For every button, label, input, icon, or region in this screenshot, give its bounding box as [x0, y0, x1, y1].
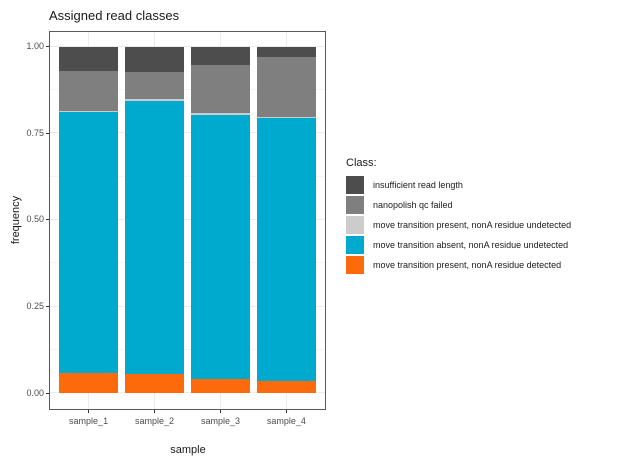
bar-segment	[125, 99, 185, 101]
y-tick-label: 1.00	[26, 41, 44, 52]
y-gridline-minor	[49, 348, 326, 350]
legend-label: insufficient read length	[373, 180, 463, 190]
bar-segment	[190, 378, 250, 394]
bar-sample_1	[59, 46, 119, 394]
x-tick-mark	[219, 410, 221, 413]
x-axis-title: sample	[170, 444, 206, 456]
bar-segment	[190, 113, 250, 115]
y-tick-mark	[46, 46, 49, 48]
y-tick-mark	[46, 392, 49, 394]
x-tick-label: sample_4	[266, 416, 306, 426]
bar-segment	[190, 114, 250, 379]
y-gridline-major	[49, 392, 326, 394]
bar-segment	[256, 381, 316, 394]
bar-segment	[125, 100, 185, 374]
bar-sample_4	[256, 46, 316, 394]
bar-segment	[125, 373, 185, 394]
legend: Class: insufficient read length nanopolis…	[346, 157, 571, 276]
bar-sample_2	[125, 46, 185, 394]
y-tick-mark	[46, 219, 49, 221]
y-tick-mark	[46, 306, 49, 308]
bar-segment	[59, 112, 119, 374]
bar-segment	[59, 111, 119, 113]
legend-item: move transition absent, nonA residue und…	[346, 236, 571, 254]
bar-segment	[125, 71, 185, 100]
legend-label: move transition present, nonA residue de…	[373, 260, 562, 270]
y-tick-label: 0.50	[26, 214, 44, 225]
y-tick-label: 0.00	[26, 387, 44, 398]
legend-label: move transition absent, nonA residue und…	[373, 240, 569, 250]
legend-swatch	[346, 236, 364, 254]
y-tick-label: 0.25	[26, 301, 44, 312]
y-gridline-major	[49, 45, 326, 47]
legend-swatch	[346, 216, 364, 234]
legend-swatch	[346, 176, 364, 194]
legend-title: Class:	[346, 157, 377, 169]
legend-label: move transition present, nonA residue un…	[373, 220, 572, 230]
x-tick-label: sample_3	[200, 416, 240, 426]
x-tick-mark	[88, 410, 90, 413]
plot-title: Assigned read classes	[49, 8, 180, 23]
x-tick-mark	[154, 410, 156, 413]
bar-segment	[190, 46, 250, 65]
y-tick-label: 0.75	[26, 127, 44, 138]
legend-item: move transition present, nonA residue un…	[346, 216, 571, 234]
y-gridline-minor	[49, 175, 326, 177]
legend-item: insufficient read length	[346, 176, 571, 194]
y-gridline-major	[49, 132, 326, 134]
bar-segment	[256, 57, 316, 117]
bar-segment	[256, 116, 316, 119]
bar-segment	[256, 118, 316, 382]
bar-segment	[190, 64, 250, 114]
legend-swatch	[346, 196, 364, 214]
bar-segment	[59, 46, 119, 71]
x-tick-label: sample_1	[69, 416, 109, 426]
y-gridline-major	[49, 305, 326, 307]
bar-segment	[256, 46, 316, 58]
bar-segment	[59, 373, 119, 394]
bar-sample_3	[190, 46, 250, 394]
y-tick-mark	[46, 132, 49, 134]
bar-segment	[125, 46, 185, 72]
bar-segment	[59, 70, 119, 112]
y-gridline-major	[49, 218, 326, 220]
legend-label: nanopolish qc failed	[373, 200, 453, 210]
x-tick-label: sample_2	[135, 416, 175, 426]
legend-item: nanopolish qc failed	[346, 196, 571, 214]
plot-panel	[49, 31, 326, 410]
legend-items: insufficient read length nanopolish qc fa…	[346, 176, 571, 274]
x-tick-mark	[285, 410, 287, 413]
legend-item: move transition present, nonA residue de…	[346, 256, 571, 274]
y-gridline-minor	[49, 88, 326, 90]
legend-swatch	[346, 256, 364, 274]
y-gridline-minor	[49, 262, 326, 264]
